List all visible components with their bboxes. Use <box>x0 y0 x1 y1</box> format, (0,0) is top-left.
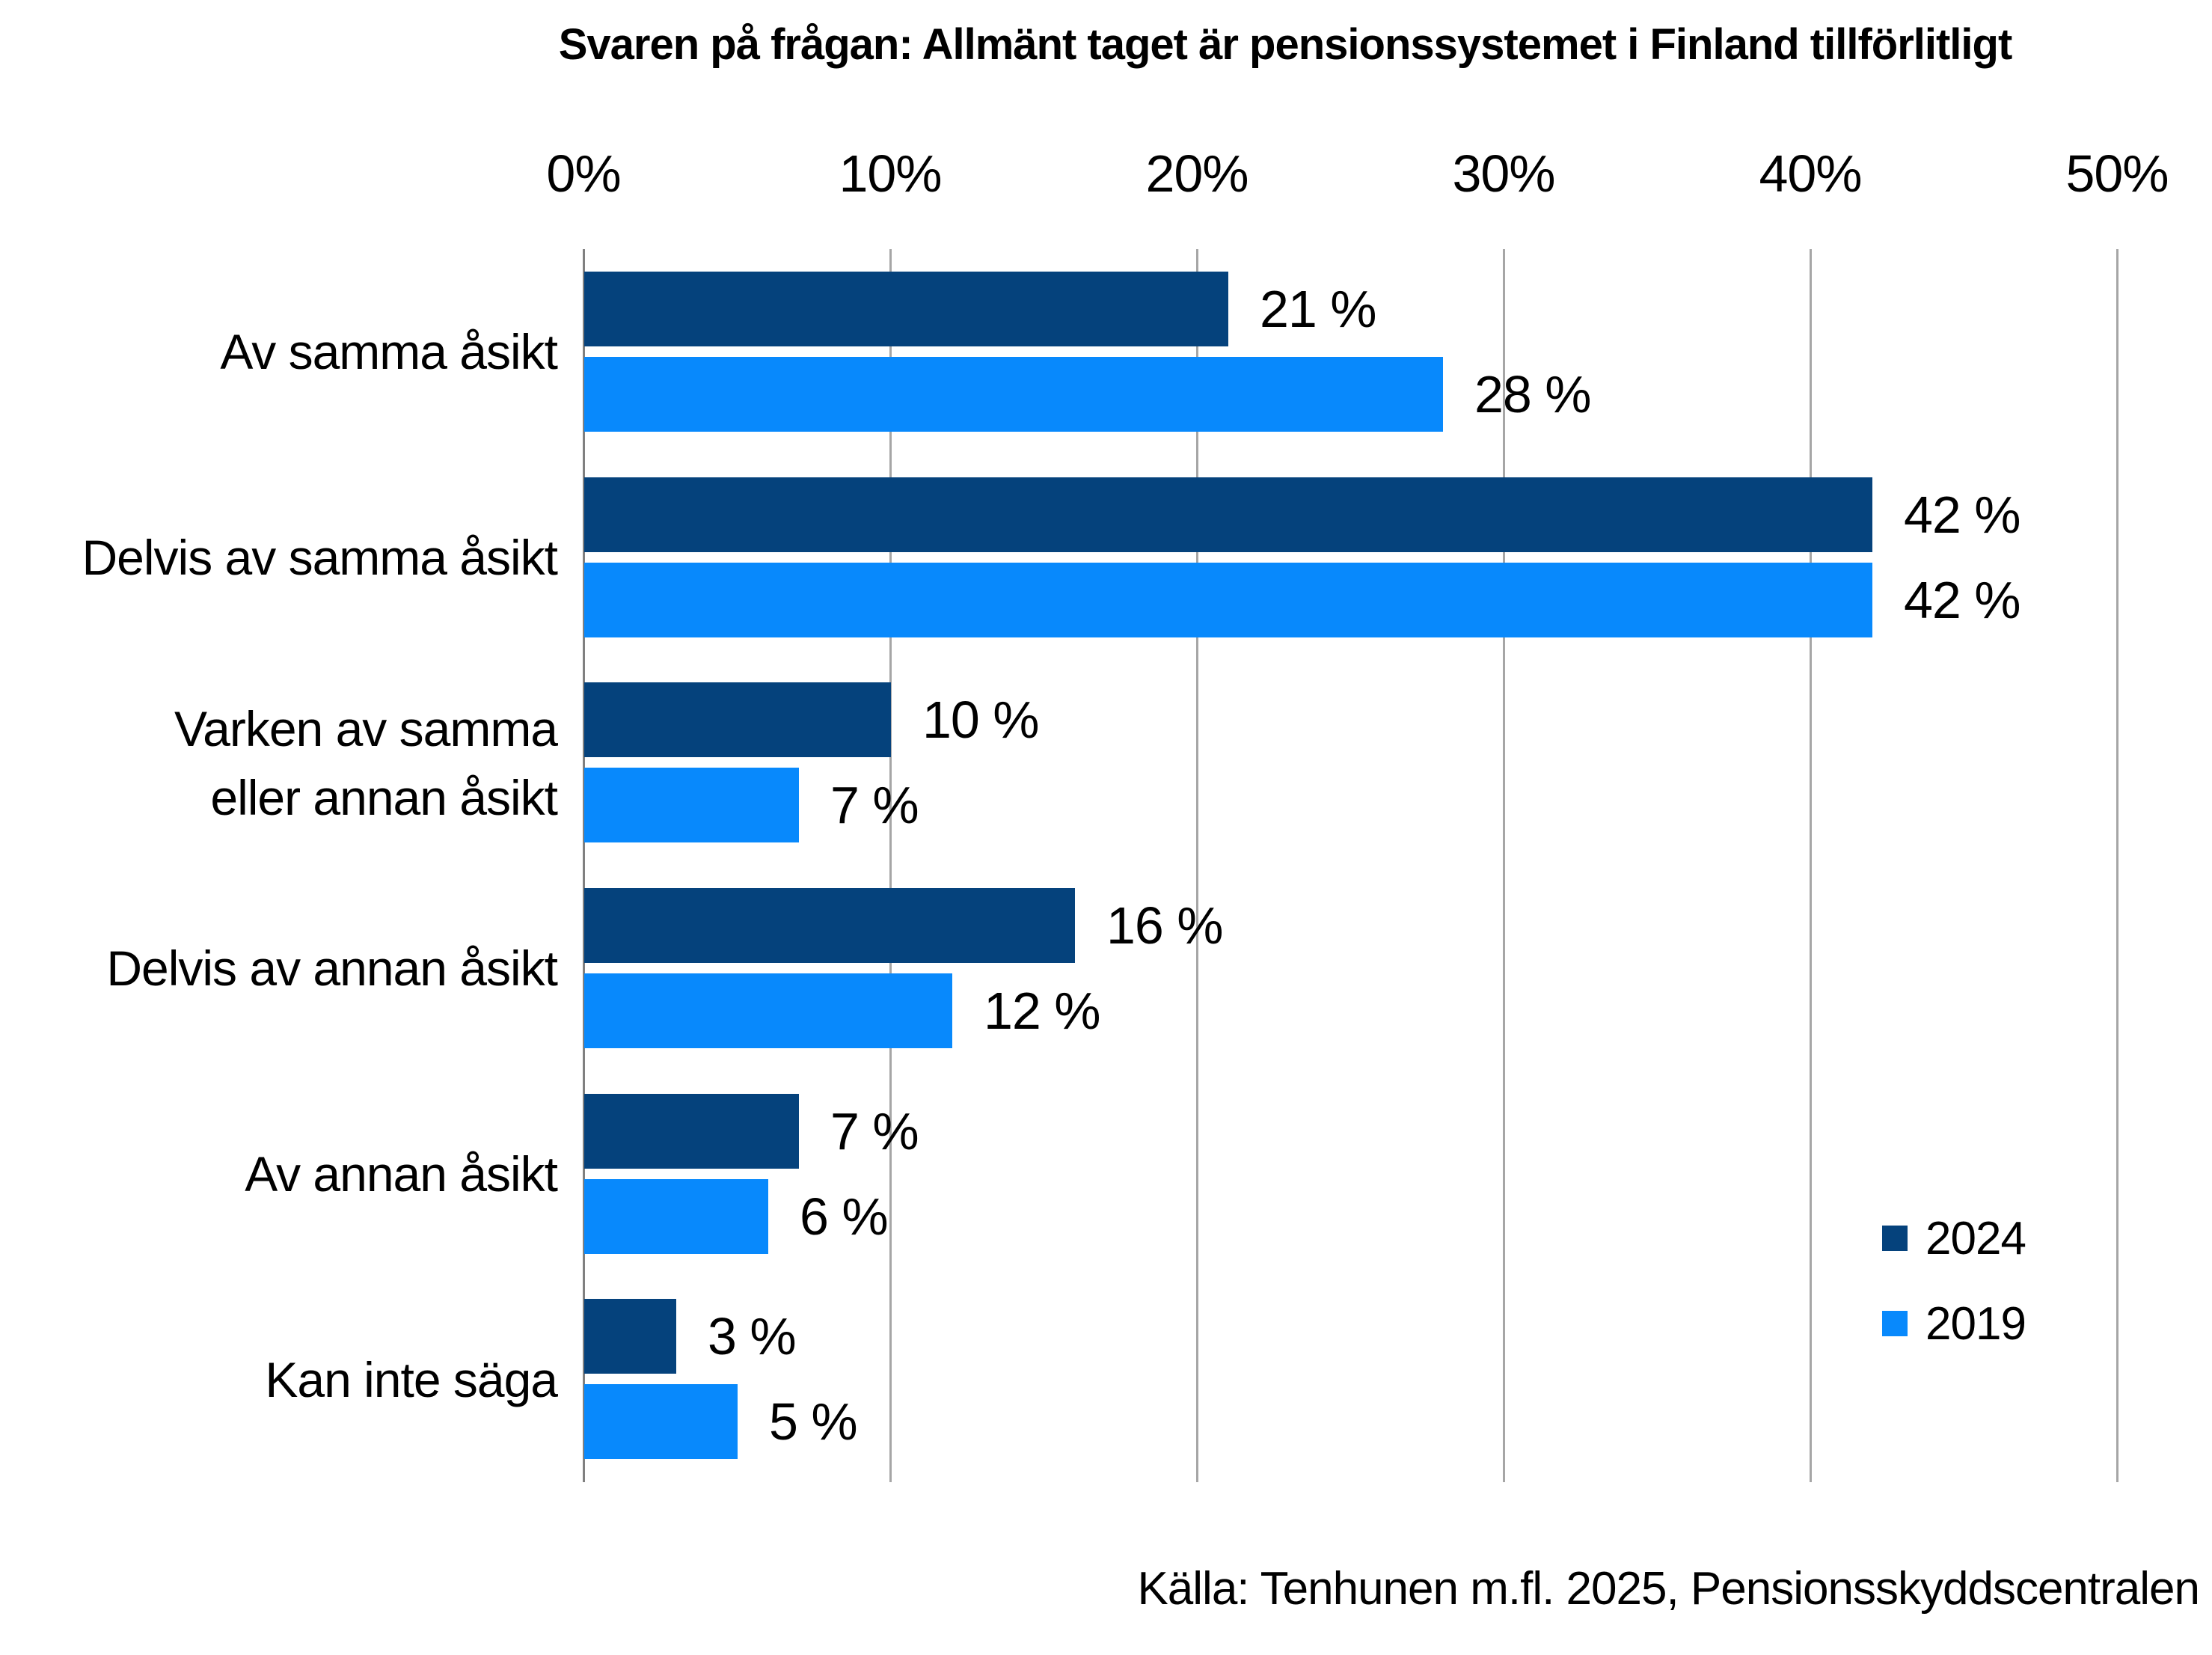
category-label: Delvis av samma åsikt <box>82 530 559 585</box>
value-label-2024: 21 % <box>1260 280 1377 338</box>
gridline <box>2116 249 2118 1482</box>
category-label: Kan inte säga <box>265 1351 558 1407</box>
bar-2024 <box>584 888 1075 963</box>
bar-2019 <box>584 1384 738 1460</box>
value-label-2024: 16 % <box>1106 896 1224 955</box>
bar-2024 <box>584 477 1872 552</box>
value-label-2019: 6 % <box>800 1187 889 1246</box>
source-note: Källa: Tenhunen m.fl. 2025, Pensionsskyd… <box>1137 1563 2200 1615</box>
value-label-2019: 28 % <box>1474 365 1592 423</box>
category-axis-line <box>582 249 585 1482</box>
x-tick-label: 20% <box>1145 144 1249 203</box>
gridline <box>1195 249 1198 1482</box>
x-tick-label: 40% <box>1759 144 1862 203</box>
value-label-2019: 5 % <box>769 1392 858 1451</box>
bar-2019 <box>584 1178 768 1254</box>
legend-label-2019: 2019 <box>1925 1297 2026 1350</box>
chart-title: Svaren på frågan: Allmänt taget är pensi… <box>558 20 2013 69</box>
value-label-2024: 3 % <box>708 1307 797 1366</box>
category-label: Av annan åsikt <box>245 1146 558 1202</box>
value-label-2019: 42 % <box>1904 570 2021 629</box>
bar-2024 <box>584 1299 676 1374</box>
legend-item-2024: 2024 <box>1882 1212 2026 1264</box>
bar-2024 <box>584 1093 799 1169</box>
x-tick-label: 50% <box>2065 144 2169 203</box>
category-label: Varken av samma eller annan åsikt <box>174 700 558 825</box>
value-label-2024: 42 % <box>1904 485 2021 544</box>
x-tick-label: 10% <box>839 144 942 203</box>
category-label: Delvis av annan åsikt <box>106 940 558 997</box>
gridline <box>1502 249 1505 1482</box>
bar-2019 <box>584 973 952 1048</box>
legend-item-2019: 2019 <box>1882 1297 2026 1350</box>
bar-2019 <box>584 357 1443 432</box>
bar-2024 <box>584 272 1228 346</box>
value-label-2019: 7 % <box>830 776 919 835</box>
bar-2019 <box>584 768 799 843</box>
legend-marker-2019-icon <box>1882 1311 1908 1336</box>
x-tick-label: 30% <box>1452 144 1555 203</box>
x-tick-label: 0% <box>546 144 621 203</box>
category-label: Av samma åsikt <box>220 324 558 380</box>
gridline <box>1809 249 1812 1482</box>
value-label-2019: 12 % <box>984 982 1101 1040</box>
value-label-2024: 7 % <box>830 1101 919 1160</box>
bar-2019 <box>584 562 1872 637</box>
value-label-2024: 10 % <box>922 691 1040 750</box>
legend-marker-2024-icon <box>1882 1226 1908 1251</box>
bar-2024 <box>584 682 891 758</box>
gridline <box>889 249 892 1482</box>
legend-label-2024: 2024 <box>1925 1212 2026 1264</box>
